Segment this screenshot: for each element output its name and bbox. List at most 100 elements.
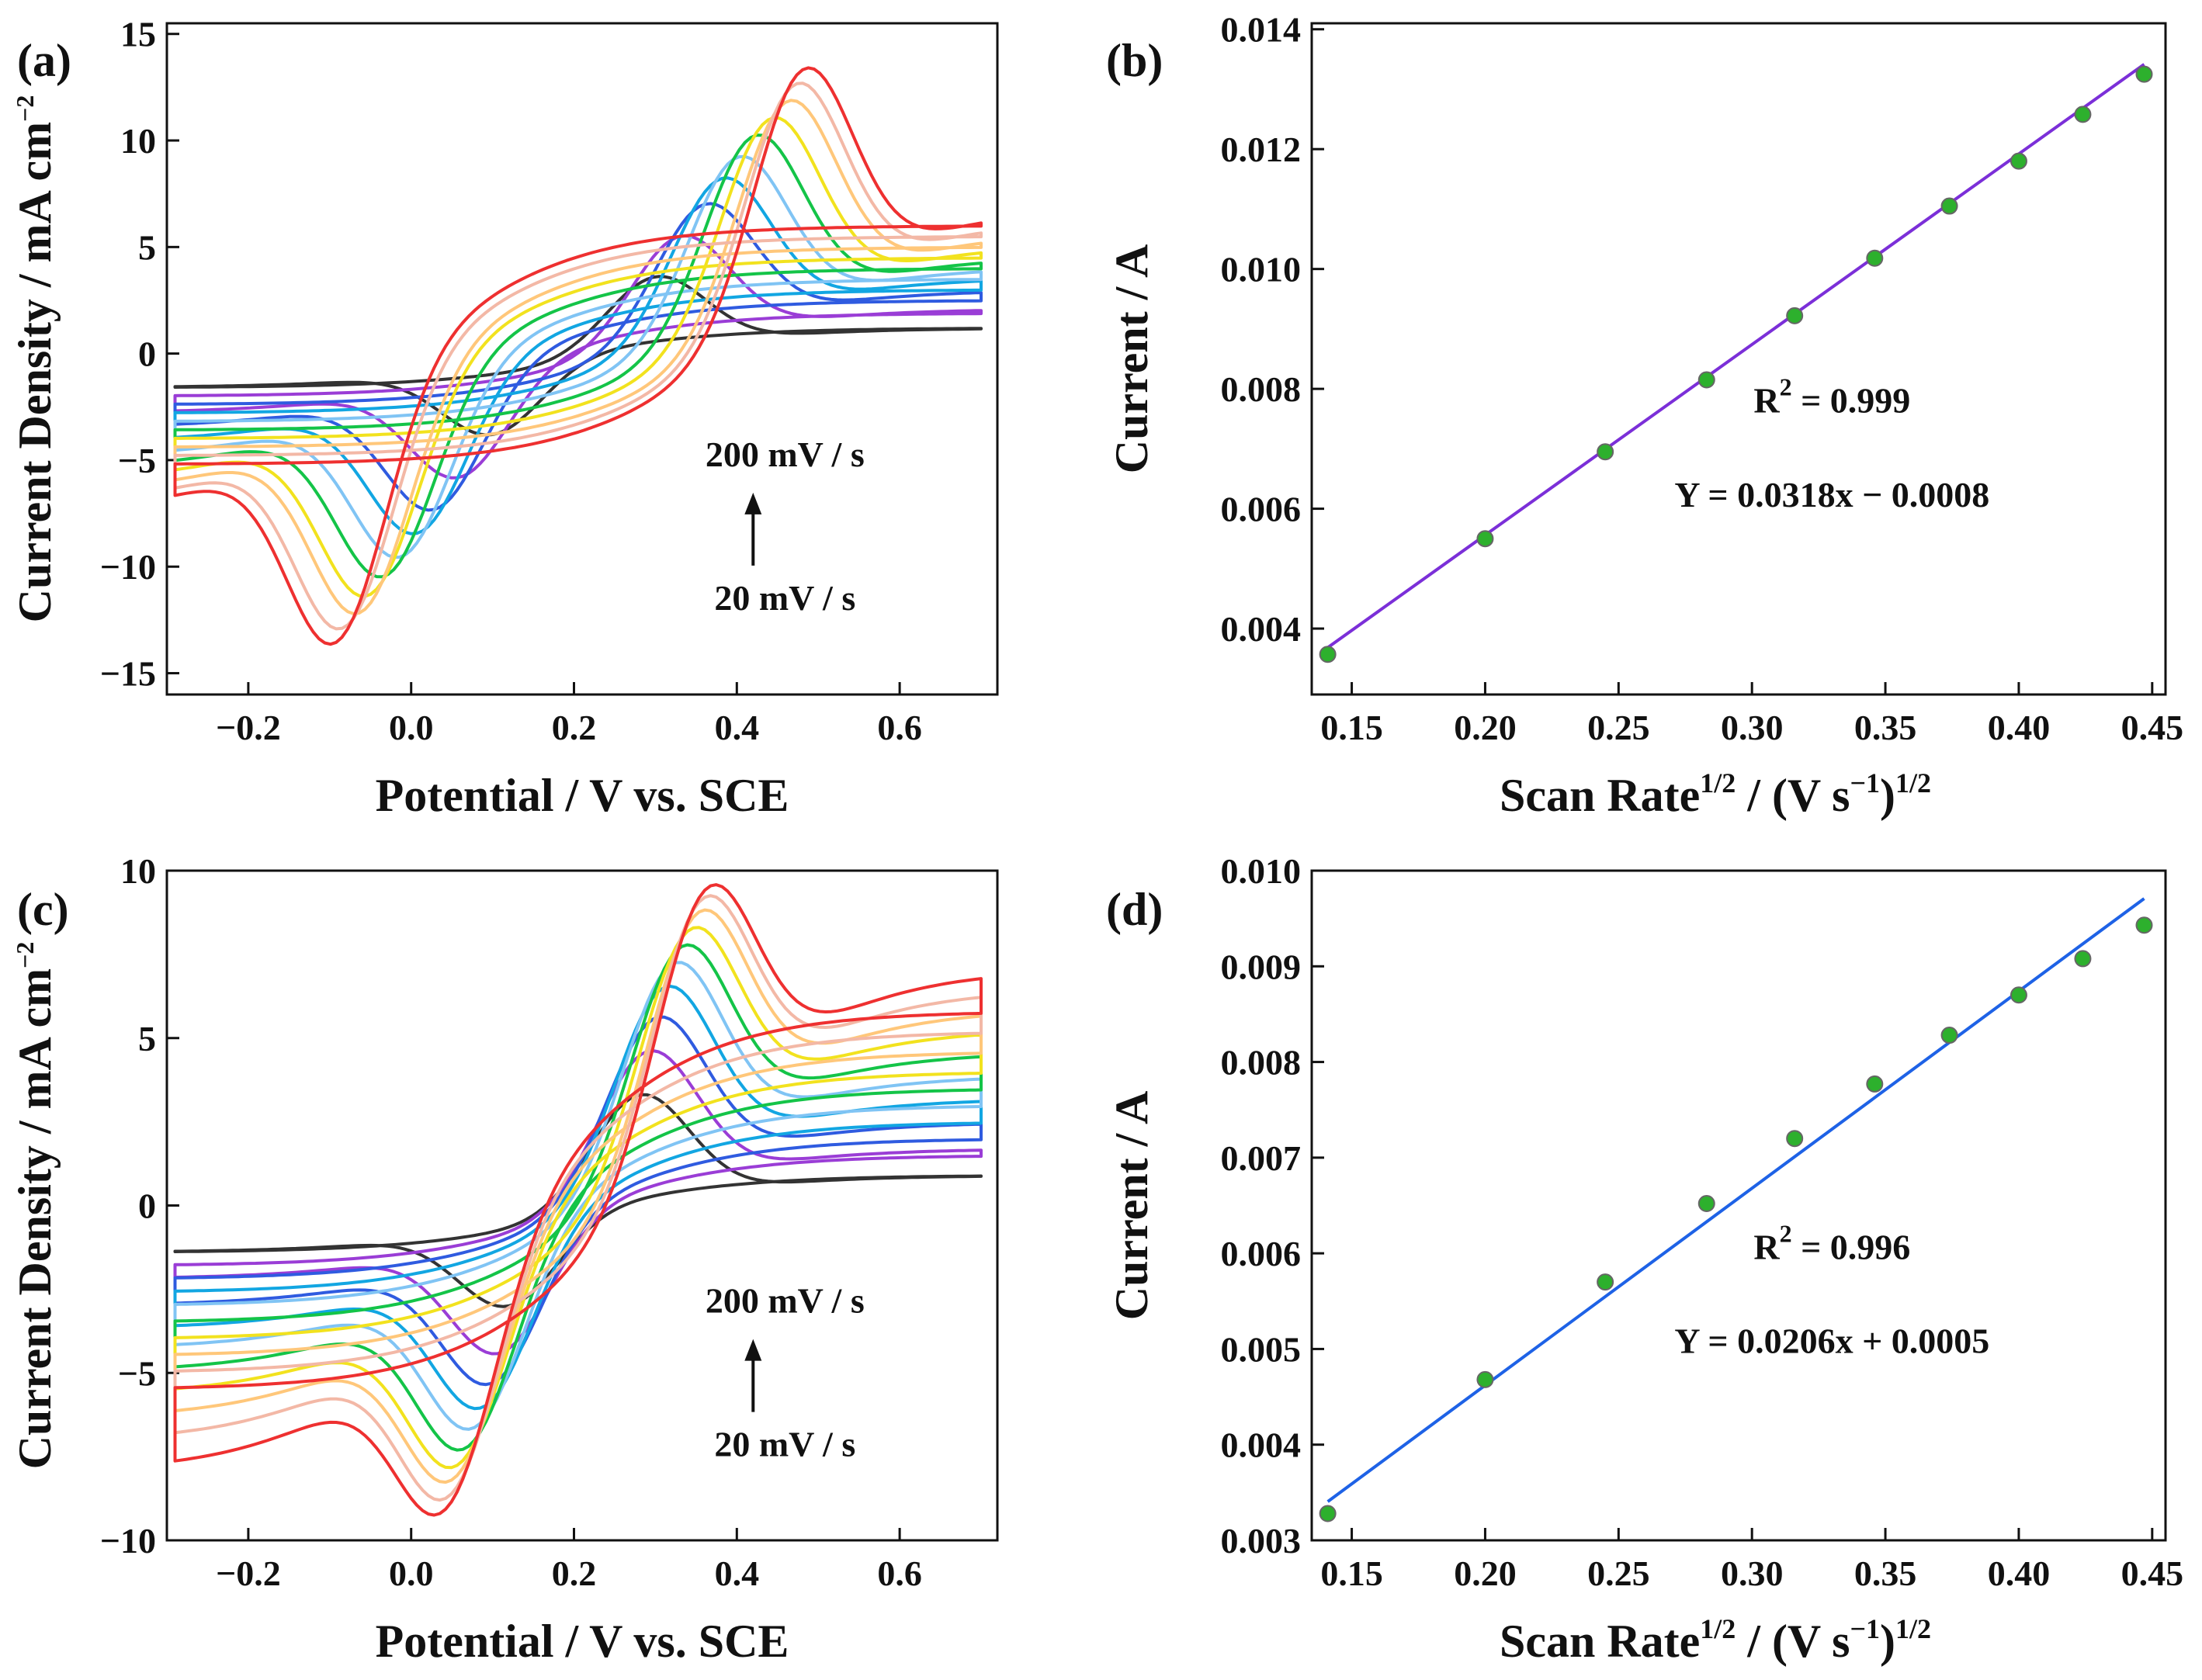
y-tick-label: 0.006 — [1221, 490, 1302, 529]
y-tick-label: 0.008 — [1221, 1043, 1302, 1082]
r-squared-sup: 2 — [1780, 1220, 1792, 1248]
data-point — [1476, 530, 1494, 548]
panel-c: −0.2 0.0 0.2 0.4 0.6 −10 −5 0 5 10 (c) Current Dens… — [9, 851, 999, 1667]
data-point — [1940, 1027, 1958, 1044]
data-point — [1940, 197, 1958, 215]
cv-curve-7 — [173, 908, 983, 1484]
x-tick-label: 0.40 — [1988, 708, 2051, 747]
x-tick-label: 0.45 — [2121, 708, 2184, 747]
x-tick-label: 0.2 — [552, 708, 597, 747]
r-squared-label: R2 = 0.999 — [1753, 373, 1910, 421]
y-axis-label: Current Density / mA cm−2 — [9, 95, 61, 623]
data-point — [1597, 443, 1614, 461]
data-point — [1697, 371, 1715, 389]
x-tick-label: −0.2 — [216, 1554, 281, 1593]
r-squared-text: R — [1753, 381, 1780, 421]
cv-curve-9 — [173, 66, 983, 646]
panel-label: (d) — [1106, 884, 1163, 935]
x-tick-label: 0.0 — [389, 708, 434, 747]
y-axis-label: Current Density / mA cm−2 — [9, 942, 61, 1470]
plot-frame — [1310, 869, 2167, 1542]
x-axis-label-sup: −1 — [1850, 767, 1881, 798]
x-tick-label: −0.2 — [216, 708, 281, 747]
x-axis-label-text: / (V s — [1736, 1616, 1850, 1667]
x-tick-label: 0.25 — [1587, 1554, 1650, 1593]
x-tick-label: 0.40 — [1988, 1554, 2051, 1593]
y-tick-label: 10 — [120, 121, 156, 161]
panel-b: 0.15 0.20 0.25 0.30 0.35 0.40 0.45 0.004 0.006 0.… — [1106, 10, 2183, 821]
annotation-top: 200 mV / s — [706, 435, 865, 474]
cv-curve-0 — [173, 1093, 983, 1308]
x-axis-label-text: Scan Rate — [1500, 1616, 1700, 1667]
y-tick-label: −10 — [100, 1521, 156, 1560]
cv-curve-3 — [173, 176, 983, 535]
x-axis-label-text: ) — [1880, 770, 1895, 821]
r-squared-sup: 2 — [1780, 373, 1792, 401]
x-tick-label: 0.4 — [715, 1554, 760, 1593]
panel-label: (b) — [1106, 35, 1163, 86]
cv-curve-6 — [173, 926, 983, 1470]
y-tick-label: −10 — [100, 547, 156, 587]
cv-curve-8 — [173, 81, 983, 631]
x-tick-label: 0.20 — [1454, 1554, 1517, 1593]
annotation-bottom: 20 mV / s — [714, 578, 855, 618]
cv-curve-6 — [173, 116, 983, 598]
x-tick-label: 0.4 — [715, 708, 760, 747]
cv-curve-1 — [173, 234, 983, 480]
fit-line — [1326, 63, 2145, 649]
data-point — [1866, 1075, 1884, 1093]
cv-curve-8 — [173, 894, 983, 1502]
y-tick-label: 0.014 — [1221, 10, 1302, 50]
y-tick-label: 0.003 — [1221, 1521, 1302, 1560]
y-tick-label: 0.012 — [1221, 130, 1302, 169]
x-axis-label-sup: −1 — [1850, 1613, 1881, 1644]
x-axis-label: Scan Rate1/2 / (V s−1)1/2 — [1500, 1613, 1931, 1667]
y-tick-label: 0.004 — [1221, 1425, 1302, 1465]
x-axis-label-sup: 1/2 — [1700, 1613, 1736, 1644]
y-tick-label: −15 — [100, 654, 156, 694]
x-tick-label: 0.6 — [877, 1554, 922, 1593]
cv-curve-5 — [173, 133, 983, 579]
y-tick-label: 0.007 — [1221, 1138, 1302, 1178]
y-tick-label: −5 — [118, 441, 156, 480]
x-tick-label: 0.25 — [1587, 708, 1650, 747]
x-axis-label-sup: 1/2 — [1895, 1613, 1931, 1644]
data-point — [1786, 307, 1804, 324]
x-tick-label: 0.30 — [1721, 708, 1784, 747]
data-point — [1597, 1273, 1614, 1291]
x-axis-label: Scan Rate1/2 / (V s−1)1/2 — [1500, 767, 1931, 821]
x-tick-label: 0.2 — [552, 1554, 597, 1593]
plot-frame — [165, 22, 999, 696]
scan-rate-arrow-head — [744, 1339, 762, 1361]
y-axis-label: Current / A — [1106, 244, 1157, 474]
x-tick-label: 0.15 — [1320, 1554, 1383, 1593]
x-axis-label-text: Scan Rate — [1500, 770, 1700, 821]
x-axis-label: Potential / V vs. SCE — [376, 1616, 789, 1667]
y-tick-label: 0 — [138, 334, 156, 374]
cv-curve-3 — [173, 984, 983, 1411]
y-tick-label: −5 — [118, 1353, 156, 1393]
r-squared-label: R2 = 0.996 — [1753, 1220, 1910, 1267]
y-tick-label: 15 — [120, 15, 156, 54]
x-axis-label-sup: 1/2 — [1895, 767, 1931, 798]
r-squared-value: = 0.996 — [1792, 1228, 1911, 1267]
x-tick-label: 0.45 — [2121, 1554, 2184, 1593]
cv-curve-2 — [173, 1015, 983, 1387]
cv-curve-9 — [173, 883, 983, 1517]
data-point — [1697, 1195, 1715, 1213]
data-point — [2074, 950, 2092, 968]
x-axis-label: Potential / V vs. SCE — [376, 770, 789, 821]
x-tick-label: 0.35 — [1854, 708, 1917, 747]
data-point — [1866, 249, 1884, 267]
y-axis-label-text: Current Density / mA cm — [9, 968, 61, 1469]
y-tick-label: 5 — [138, 227, 156, 267]
data-point — [1319, 646, 1337, 663]
panel-label: (c) — [17, 884, 69, 935]
data-point — [1319, 1505, 1337, 1522]
x-axis-label-text: ) — [1880, 1616, 1895, 1667]
y-tick-label: 0.005 — [1221, 1329, 1302, 1369]
y-axis-label-sup: −2 — [11, 95, 39, 122]
y-axis-label-text: Current Density / mA cm — [9, 122, 61, 622]
x-tick-label: 0.0 — [389, 1554, 434, 1593]
